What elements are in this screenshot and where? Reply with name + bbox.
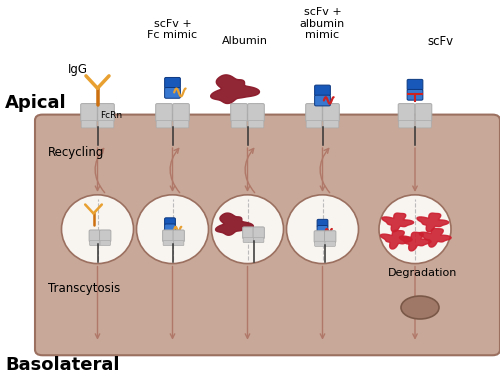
FancyBboxPatch shape [314,85,330,96]
FancyBboxPatch shape [164,224,175,231]
FancyBboxPatch shape [322,104,340,121]
FancyBboxPatch shape [242,227,254,239]
FancyBboxPatch shape [156,121,172,128]
FancyBboxPatch shape [174,241,184,246]
FancyBboxPatch shape [98,104,114,121]
Ellipse shape [136,195,208,264]
FancyBboxPatch shape [415,104,432,121]
Ellipse shape [212,195,284,264]
FancyBboxPatch shape [325,241,336,246]
Ellipse shape [379,195,451,264]
FancyBboxPatch shape [306,104,322,121]
Text: IgG: IgG [68,63,87,76]
FancyBboxPatch shape [317,219,328,227]
FancyBboxPatch shape [35,115,500,355]
FancyBboxPatch shape [172,104,190,121]
Polygon shape [216,213,254,235]
Ellipse shape [401,296,439,319]
FancyBboxPatch shape [243,238,254,243]
Polygon shape [400,232,431,251]
FancyBboxPatch shape [248,104,264,121]
FancyBboxPatch shape [407,89,423,100]
FancyBboxPatch shape [314,95,330,106]
FancyBboxPatch shape [306,121,322,128]
Polygon shape [417,213,448,232]
Polygon shape [380,230,412,249]
Text: scFv: scFv [428,35,454,48]
FancyBboxPatch shape [173,230,184,242]
Text: Albumin: Albumin [222,36,268,46]
FancyBboxPatch shape [81,121,97,128]
FancyBboxPatch shape [100,230,111,242]
FancyBboxPatch shape [323,121,339,128]
FancyBboxPatch shape [230,104,248,121]
Ellipse shape [62,195,134,264]
FancyBboxPatch shape [407,79,423,90]
Text: Degradation: Degradation [388,268,457,278]
Text: FcRn: FcRn [100,110,122,120]
Text: Recycling: Recycling [48,146,104,159]
FancyBboxPatch shape [90,241,100,246]
FancyBboxPatch shape [253,227,264,239]
FancyBboxPatch shape [254,238,264,243]
FancyBboxPatch shape [314,241,325,246]
FancyBboxPatch shape [164,78,180,88]
Ellipse shape [286,195,358,264]
Text: Transcytosis: Transcytosis [48,282,120,295]
FancyBboxPatch shape [80,104,98,121]
FancyBboxPatch shape [89,230,101,242]
FancyBboxPatch shape [156,104,172,121]
FancyBboxPatch shape [162,230,174,242]
FancyBboxPatch shape [100,241,110,246]
FancyBboxPatch shape [164,218,175,225]
FancyBboxPatch shape [324,231,336,243]
Text: scFv +
albumin
mimic: scFv + albumin mimic [300,7,345,40]
FancyBboxPatch shape [173,121,189,128]
FancyBboxPatch shape [163,241,173,246]
FancyBboxPatch shape [398,104,415,121]
Text: Apical: Apical [5,94,66,112]
FancyBboxPatch shape [314,231,326,243]
FancyBboxPatch shape [98,121,114,128]
FancyBboxPatch shape [317,225,328,233]
FancyBboxPatch shape [398,121,414,128]
Text: Basolateral: Basolateral [5,356,119,374]
Polygon shape [210,75,260,104]
FancyBboxPatch shape [248,121,264,128]
FancyBboxPatch shape [231,121,247,128]
Polygon shape [382,213,414,232]
Text: scFv +
Fc mimic: scFv + Fc mimic [148,18,198,40]
FancyBboxPatch shape [164,87,180,98]
Polygon shape [420,228,451,247]
FancyBboxPatch shape [416,121,432,128]
